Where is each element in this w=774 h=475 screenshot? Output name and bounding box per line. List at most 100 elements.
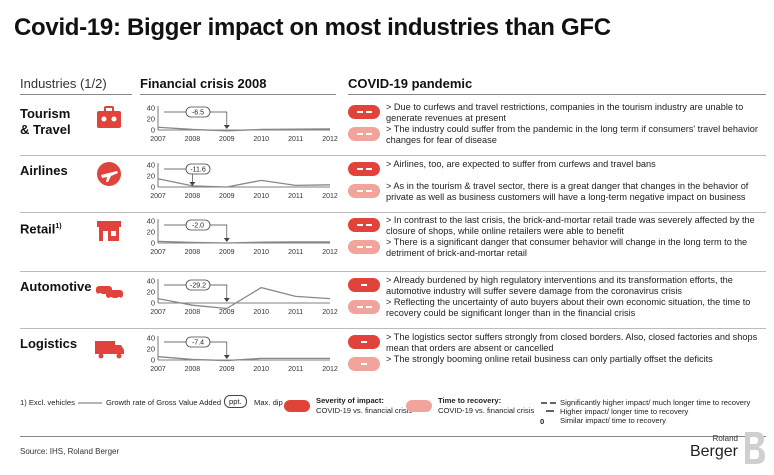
logo-small-text: Roland	[712, 434, 738, 443]
industry-name: Airlines	[20, 163, 68, 178]
x-tick-label: 2009	[219, 136, 235, 143]
x-tick-label: 2010	[253, 193, 269, 200]
row-divider	[20, 271, 766, 272]
bullet-marker: >	[386, 215, 394, 225]
x-tick-label: 2011	[288, 136, 303, 143]
y-tick-label: 40	[147, 334, 155, 343]
dip-connector	[164, 341, 228, 358]
y-tick-label: 40	[147, 161, 155, 170]
impact-dash	[356, 224, 363, 226]
dip-arrow-icon	[223, 125, 230, 129]
impact-dash	[356, 246, 363, 248]
max-dip-label: -7.4	[192, 340, 204, 347]
industry-row: Airlines 40 20 0 2007 2008 2009 2010 2011 2012 -11…	[0, 157, 774, 211]
y-tick-label: 0	[151, 126, 155, 135]
header-covid: COVID-19 pandemic	[348, 76, 473, 91]
x-tick-label: 2007	[150, 309, 166, 316]
y-tick-label: 0	[151, 239, 155, 248]
suitcase-icon	[97, 106, 121, 128]
legend-severity-sub: COVID-19 vs. financial crisis	[316, 406, 413, 415]
covid-bullet: > There is a significant danger that con…	[386, 237, 748, 258]
x-tick-label: 2008	[185, 136, 201, 143]
bullet-marker: >	[386, 159, 394, 169]
y-tick-label: 20	[147, 288, 155, 297]
impact-dash	[365, 224, 372, 226]
max-dip-bubble	[185, 106, 211, 118]
industry-name: Logistics	[20, 336, 78, 351]
dip-arrow-icon	[189, 182, 196, 186]
recovery-pill	[348, 127, 380, 141]
x-tick-label: 2012	[322, 193, 338, 200]
impact-dash	[356, 133, 363, 135]
bullet-marker: >	[386, 102, 394, 112]
row-divider	[20, 212, 766, 213]
x-tick-label: 2008	[185, 309, 201, 316]
y-tick-label: 40	[147, 104, 155, 113]
growth-rate-line	[157, 240, 330, 244]
industry-row: Retail1) 40 20 0 2007 2008 2009 2010 2011 2012 -2.…	[0, 213, 774, 270]
covid-bullet: > Already burdened by high regulatory in…	[386, 275, 733, 296]
growth-rate-line	[157, 126, 331, 132]
impact-dash	[365, 168, 372, 170]
x-tick-label: 2010	[253, 249, 269, 256]
header-underline-industries	[20, 94, 132, 95]
x-tick-label: 2007	[150, 136, 166, 143]
y-tick-label: 0	[151, 356, 155, 365]
legend-dash-keys-icon	[541, 402, 556, 412]
legend-recovery-swatch	[406, 400, 432, 412]
cars-icon	[96, 286, 123, 301]
legend-key2: Higher impact/ longer time to recovery	[560, 407, 689, 416]
dip-connector	[164, 224, 228, 241]
growth-rate-line	[157, 286, 331, 310]
growth-rate-line	[157, 356, 330, 362]
bullet-marker: >	[386, 354, 394, 364]
page-title: Covid-19: Bigger impact on most industri…	[14, 14, 611, 41]
impact-dash	[361, 341, 367, 343]
header-underline-financial	[140, 94, 336, 95]
row-divider	[20, 155, 766, 156]
x-tick-label: 2012	[322, 309, 338, 316]
impact-dash	[356, 306, 363, 308]
growth-rate-line	[157, 178, 331, 188]
dip-arrow-icon	[223, 355, 230, 359]
legend-growth-rate: Growth rate of Gross Value Added	[106, 398, 222, 407]
covid-bullet: > Reflecting the uncertainty of auto buy…	[386, 297, 751, 318]
bullet-marker: >	[386, 332, 394, 342]
dip-arrow-icon	[223, 298, 230, 302]
legend-footnote: 1) Excl. vehicles	[20, 398, 75, 407]
x-tick-label: 2008	[185, 249, 201, 256]
covid-bullet: > In contrast to the last crisis, the br…	[386, 215, 755, 236]
impact-dash	[356, 111, 363, 113]
legend-max-dip: Max. dip	[254, 398, 283, 407]
impact-dash	[365, 246, 372, 248]
covid-bullet: > Airlines, too, are expected to suffer …	[386, 159, 656, 169]
recovery-pill	[348, 357, 380, 371]
x-tick-label: 2007	[150, 249, 166, 256]
x-tick-label: 2008	[185, 193, 201, 200]
covid-bullet: > The logistics sector suffers strongly …	[386, 332, 758, 353]
legend-key3-symbol: 0	[540, 417, 545, 426]
industry-row: Tourism & Travel 40 20 0 2007 2008 2009 2010 2011…	[0, 100, 774, 154]
severity-pill	[348, 278, 380, 292]
truck-icon	[95, 341, 124, 359]
severity-pill	[348, 105, 380, 119]
x-tick-label: 2009	[219, 193, 235, 200]
header-industries: Industries (1/2)	[20, 76, 107, 91]
y-tick-label: 0	[151, 299, 155, 308]
x-tick-label: 2010	[253, 309, 269, 316]
x-tick-label: 2012	[322, 136, 338, 143]
y-tick-label: 40	[147, 217, 155, 226]
severity-pill	[348, 335, 380, 349]
footer-divider	[20, 436, 766, 437]
bullet-marker: >	[386, 181, 394, 191]
x-tick-label: 2010	[253, 366, 269, 373]
y-tick-label: 20	[147, 228, 155, 237]
x-tick-label: 2007	[150, 366, 166, 373]
logo-b-mark-icon	[745, 432, 765, 464]
max-dip-bubble	[185, 336, 211, 348]
covid-bullet: > Due to curfews and travel restrictions…	[386, 102, 744, 123]
x-tick-label: 2011	[288, 193, 303, 200]
y-tick-label: 20	[147, 172, 155, 181]
